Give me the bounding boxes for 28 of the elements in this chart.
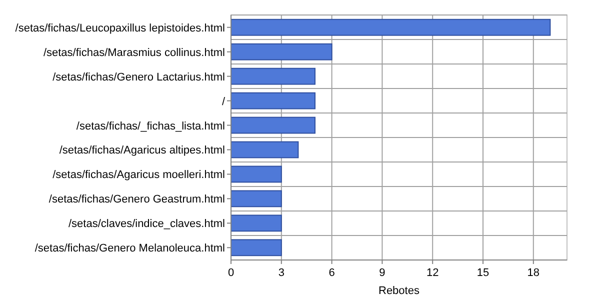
x-tick-label: 18 — [527, 267, 540, 279]
x-tick-label: 0 — [228, 267, 234, 279]
x-tick-label: 3 — [278, 267, 284, 279]
bar — [230, 43, 332, 60]
x-tick-label: 6 — [328, 267, 335, 279]
x-axis-title: Rebotes — [378, 285, 420, 297]
y-tick-label: /setas/fichas/Leucopaxillus lepistoides.html — [15, 22, 225, 34]
bar — [230, 68, 316, 85]
bar — [230, 141, 299, 158]
bar — [230, 18, 551, 36]
bar — [230, 92, 316, 110]
y-tick-label: / — [222, 96, 226, 108]
bar — [230, 190, 282, 208]
bar — [230, 116, 316, 134]
y-tick-label: /setas/fichas/Genero Lactarius.html — [52, 71, 225, 84]
bar — [230, 214, 282, 232]
x-tick-label: 12 — [426, 267, 439, 279]
x-tick-label: 9 — [379, 267, 386, 279]
y-tick-label: /setas/fichas/Genero Melanoleuca.html — [34, 242, 225, 255]
y-tick-label: /setas/fichas/_fichas_lista.html — [76, 120, 225, 132]
bar — [230, 239, 282, 256]
y-tick-label: /setas/fichas/Agaricus moelleri.html — [52, 169, 225, 182]
y-tick-label: /setas/fichas/Marasmius collinus.html — [43, 46, 225, 59]
bar — [230, 166, 282, 183]
y-tick-label: /setas/fichas/Genero Geastrum.html — [48, 194, 225, 206]
x-tick-label: 15 — [476, 267, 490, 279]
y-tick-label: /setas/claves/indice_claves.html — [68, 218, 225, 230]
y-tick-label: /setas/fichas/Agaricus altipes.html — [59, 144, 225, 157]
